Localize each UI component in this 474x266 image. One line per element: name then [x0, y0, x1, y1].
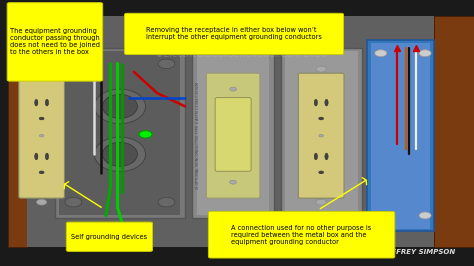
- FancyBboxPatch shape: [298, 73, 344, 198]
- Text: Self grounding devices: Self grounding devices: [72, 234, 147, 240]
- Circle shape: [316, 199, 326, 205]
- Bar: [59, 51, 181, 215]
- FancyBboxPatch shape: [206, 73, 260, 198]
- Text: Removing the receptacle in either box below won’t
interrupt the other equipment : Removing the receptacle in either box be…: [146, 27, 322, 40]
- Circle shape: [158, 197, 175, 207]
- Circle shape: [39, 171, 44, 174]
- Ellipse shape: [94, 89, 146, 124]
- Bar: [27, 16, 434, 247]
- Circle shape: [65, 197, 82, 207]
- Ellipse shape: [314, 153, 318, 160]
- Circle shape: [319, 117, 324, 120]
- Ellipse shape: [325, 99, 328, 106]
- Ellipse shape: [46, 99, 49, 106]
- Text: ©ElectricalLicenseRenewal.Com 2020: ©ElectricalLicenseRenewal.Com 2020: [155, 50, 327, 59]
- Ellipse shape: [35, 99, 38, 106]
- FancyBboxPatch shape: [7, 3, 103, 81]
- Ellipse shape: [325, 153, 328, 160]
- Bar: [192, 48, 273, 218]
- Circle shape: [158, 59, 175, 69]
- Circle shape: [419, 50, 431, 57]
- FancyBboxPatch shape: [66, 222, 153, 251]
- Circle shape: [139, 131, 152, 138]
- Bar: [55, 48, 185, 218]
- Circle shape: [319, 171, 324, 174]
- Circle shape: [230, 180, 237, 184]
- Ellipse shape: [102, 142, 137, 166]
- FancyBboxPatch shape: [215, 98, 251, 171]
- Ellipse shape: [102, 94, 137, 118]
- Circle shape: [39, 117, 44, 120]
- Circle shape: [65, 59, 82, 69]
- Bar: [285, 51, 357, 215]
- Bar: [8, 16, 27, 247]
- Circle shape: [375, 50, 387, 57]
- Bar: [197, 51, 269, 215]
- Ellipse shape: [35, 153, 38, 160]
- Circle shape: [375, 212, 387, 219]
- Circle shape: [39, 134, 44, 137]
- Circle shape: [36, 66, 47, 72]
- Circle shape: [36, 199, 47, 205]
- Ellipse shape: [314, 99, 318, 106]
- Text: JEFFREY SIMPSON: JEFFREY SIMPSON: [384, 249, 456, 255]
- Ellipse shape: [94, 137, 146, 172]
- FancyBboxPatch shape: [19, 73, 64, 198]
- Circle shape: [316, 66, 326, 72]
- Bar: [367, 40, 434, 231]
- Text: A connection used for no other purpose is
required between the metal box and the: A connection used for no other purpose i…: [231, 225, 372, 245]
- FancyBboxPatch shape: [209, 211, 395, 258]
- Ellipse shape: [46, 153, 49, 160]
- Text: The equipment grounding
conductor passing through
does not need to be joined
to : The equipment grounding conductor passin…: [10, 28, 100, 55]
- Text: IS OPTIONAL NONCONDUCTIVE TYPE X ASTM C1392/C1592M: IS OPTIONAL NONCONDUCTIVE TYPE X ASTM C1…: [196, 82, 200, 189]
- Bar: [281, 48, 362, 218]
- Circle shape: [419, 212, 431, 219]
- Circle shape: [230, 87, 237, 91]
- Circle shape: [319, 134, 323, 137]
- FancyBboxPatch shape: [125, 13, 344, 55]
- Bar: [434, 16, 474, 247]
- Bar: [372, 43, 430, 229]
